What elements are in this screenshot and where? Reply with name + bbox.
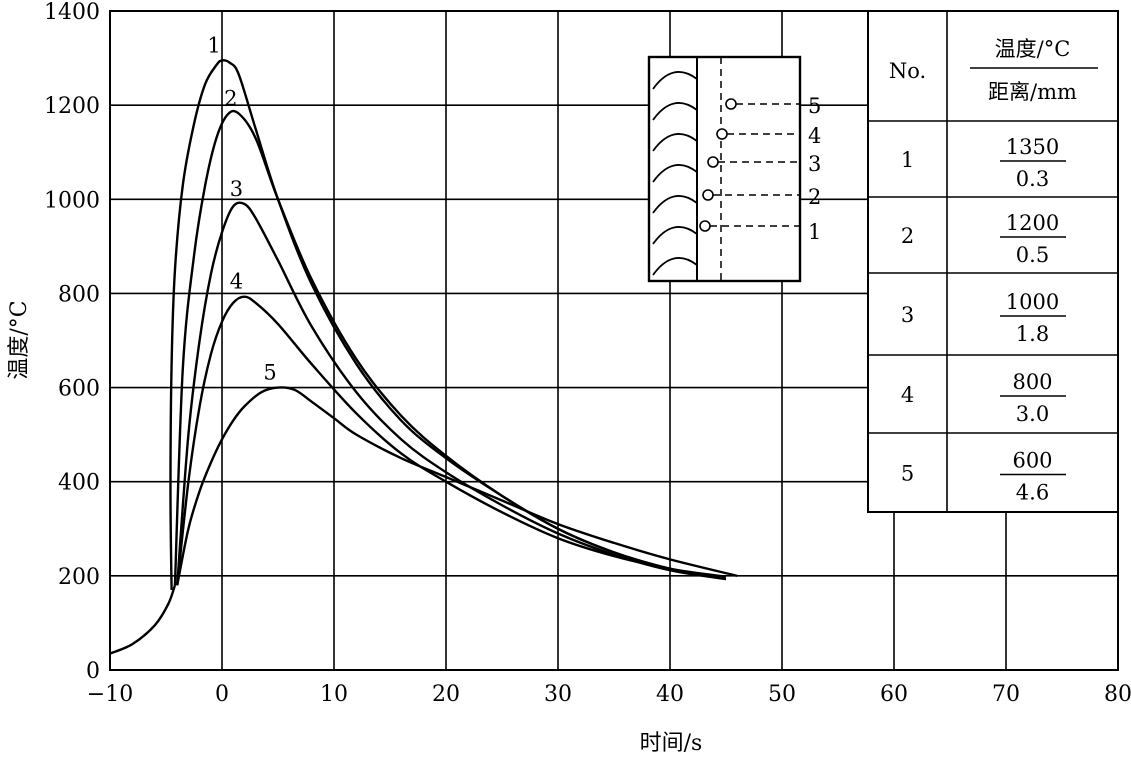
heating-foot-line [109, 584, 177, 655]
probe-point [702, 189, 714, 201]
weld-ripple [652, 133, 698, 152]
table-header-temp: 温度/°C [995, 37, 1071, 61]
weld-ripple [652, 226, 698, 245]
table-cell-distance: 4.6 [1016, 481, 1049, 505]
curve-label-2: 2 [224, 87, 237, 111]
weld-position-inset: 5 4 3 2 1 [647, 55, 821, 283]
inset-frame [647, 55, 802, 283]
inset-label: 1 [808, 220, 821, 244]
x-tick-label: 30 [544, 682, 572, 707]
table-cell-no: 4 [901, 383, 914, 407]
table-cell-no: 3 [901, 303, 914, 327]
table-cell-no: 2 [901, 224, 914, 248]
weld-ripple [652, 71, 698, 90]
weld-ripple [652, 195, 698, 214]
series-line-2 [173, 109, 721, 586]
x-tick-label: 50 [768, 682, 796, 707]
table-header-distance: 距离/mm [988, 80, 1077, 104]
y-tick-label: 400 [58, 471, 100, 496]
y-axis-label: 温度/°C [7, 300, 32, 379]
y-tick-label: 1400 [44, 0, 100, 25]
table-cell-distance: 0.3 [1016, 167, 1049, 191]
y-tick-labels: 0 200 400 600 800 1000 1200 1400 [44, 0, 100, 684]
y-tick-label: 600 [58, 377, 100, 402]
legend-table: No. 温度/°C 距离/mm 1 1350 0.3 2 1200 0.5 3 1000 1.8 4 80… [867, 10, 1119, 513]
table-cell-no: 5 [901, 462, 914, 486]
curve-label-3: 3 [230, 177, 243, 201]
x-tick-label: 80 [1104, 682, 1131, 707]
inset-label: 4 [808, 124, 821, 148]
table-cell-temp: 600 [1012, 449, 1052, 473]
table-frame [867, 10, 1119, 513]
curve-label-4: 4 [230, 270, 243, 294]
series-line-4 [176, 295, 727, 586]
x-tick-label: 0 [215, 682, 229, 707]
table-cell-distance: 1.8 [1016, 322, 1049, 346]
x-tick-label: −10 [87, 682, 133, 707]
probe-point [699, 220, 711, 232]
y-tick-label: 1000 [44, 188, 100, 213]
curve-labels: 1 2 3 4 5 [207, 33, 276, 384]
x-axis-label: 时间/s [640, 731, 703, 756]
inset-label: 2 [808, 185, 821, 209]
y-tick-label: 800 [58, 282, 100, 307]
series-line-5 [176, 386, 738, 586]
x-tick-labels: −10 0 10 20 30 40 50 60 70 80 [87, 682, 1131, 707]
y-tick-label: 0 [86, 659, 100, 684]
inset-label: 3 [808, 152, 821, 176]
table-cell-temp: 1200 [1006, 211, 1059, 235]
probe-point [707, 156, 719, 168]
series-line-3 [176, 201, 727, 586]
probe-point [725, 98, 737, 110]
x-tick-label: 20 [432, 682, 460, 707]
weld-ripple [652, 164, 698, 183]
table-cell-distance: 0.5 [1016, 243, 1049, 267]
curve-label-1: 1 [207, 33, 220, 57]
curve-label-5: 5 [263, 361, 276, 385]
inset-label: 5 [808, 94, 821, 118]
table-cell-temp: 1000 [1006, 290, 1059, 314]
temperature-curves [109, 59, 738, 655]
y-tick-label: 1200 [44, 94, 100, 119]
y-tick-label: 200 [58, 565, 100, 590]
table-cell-temp: 800 [1012, 370, 1052, 394]
x-tick-label: 10 [320, 682, 348, 707]
x-tick-label: 70 [992, 682, 1020, 707]
table-cell-no: 1 [901, 148, 914, 172]
probe-point [716, 128, 728, 140]
table-cell-distance: 3.0 [1016, 402, 1049, 426]
x-tick-label: 60 [880, 682, 908, 707]
table-header-no: No. [889, 59, 926, 83]
table-cell-temp: 1350 [1006, 135, 1059, 159]
weld-ripple [652, 102, 698, 121]
weld-ripple [652, 257, 698, 276]
x-tick-label: 40 [656, 682, 684, 707]
